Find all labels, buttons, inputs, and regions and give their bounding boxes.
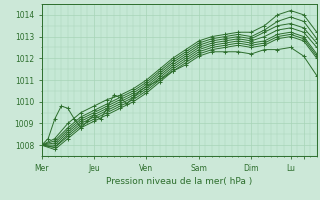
X-axis label: Pression niveau de la mer( hPa ): Pression niveau de la mer( hPa ) — [106, 177, 252, 186]
